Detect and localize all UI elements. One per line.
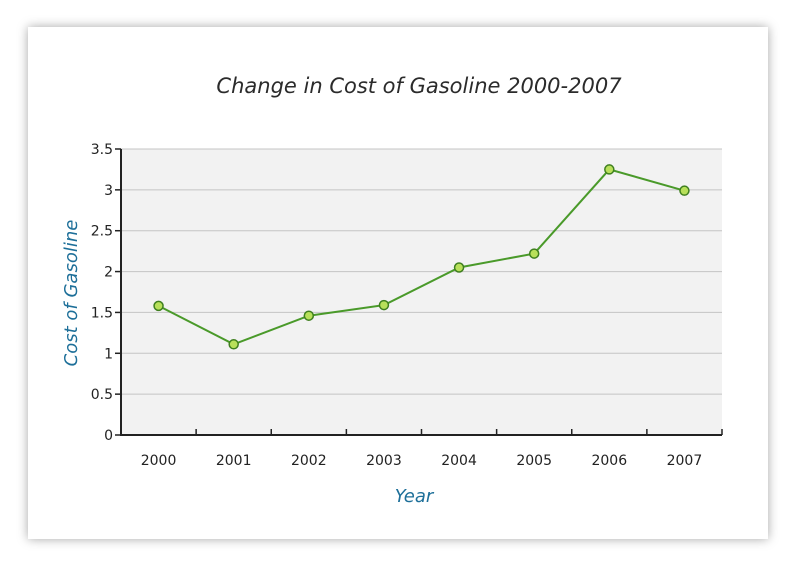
x-tick-label: 2001 [216,453,252,469]
x-tick-label: 2003 [366,453,402,469]
y-tick-label: 3.5 [91,142,113,158]
y-tick-label: 2.5 [91,224,113,240]
data-point [228,339,239,350]
data-point [378,299,390,311]
data-point [453,262,465,273]
y-tick-label: 0.5 [91,387,113,403]
data-point [679,185,690,196]
x-tick-label: 2006 [591,453,627,469]
x-tick-label: 2000 [141,453,177,469]
data-point [528,248,540,259]
y-tick-label: 1 [104,346,113,362]
y-tick-label: 3 [104,183,113,199]
y-axis-label: Cost of Gasoline [61,220,82,367]
plot-background [121,149,722,435]
x-tick-label: 2002 [291,453,327,469]
series-line [158,168,685,346]
chart-title: Change in Cost of Gasoline 2000-2007 [216,74,622,98]
x-tick-label: 2007 [667,453,703,469]
plot-area: 0 0.5 1 1.5 2 2.5 3 3.5 2000 2001 2002 2003 2004 2005… [91,142,723,469]
y-tick-label: 0 [104,428,113,444]
data-point [153,300,164,312]
data-point [604,164,615,175]
x-tick-label: 2005 [516,453,552,469]
x-tick-label: 2004 [441,453,477,469]
data-point [303,310,315,321]
y-tick-label: 2 [104,265,113,281]
y-tick-label: 1.5 [91,305,113,321]
x-axis-label: Year [395,486,435,507]
